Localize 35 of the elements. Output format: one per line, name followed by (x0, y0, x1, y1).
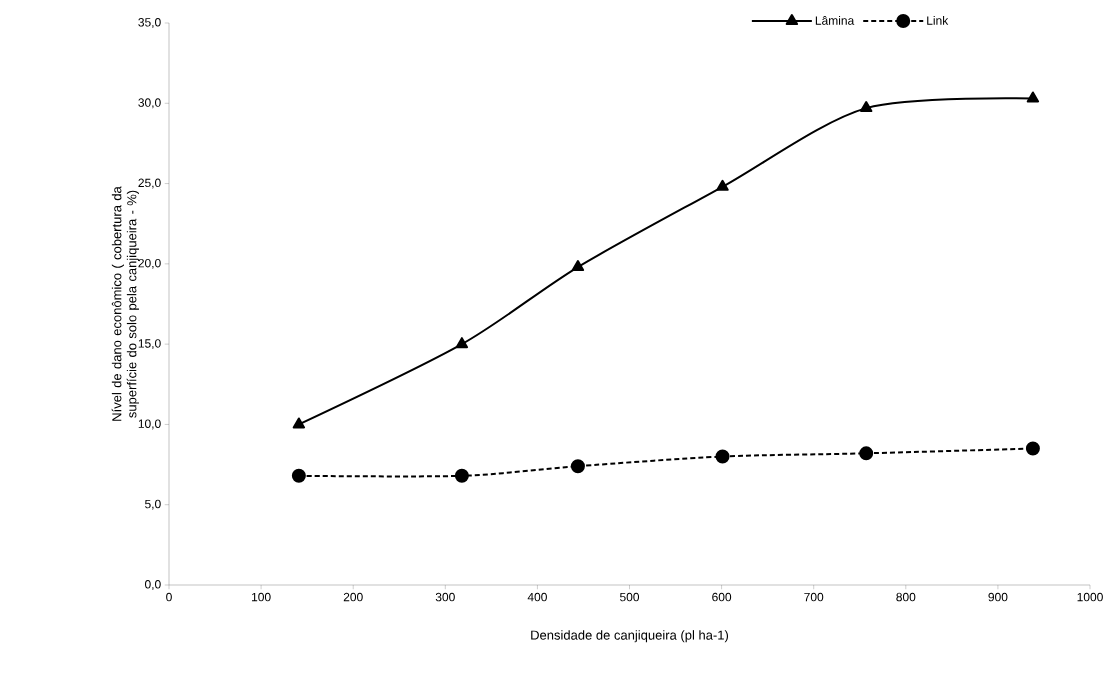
point (1026, 91, 1040, 103)
point (715, 449, 730, 464)
x-tick-label: 100 (252, 592, 271, 602)
x-tick-label: 400 (527, 592, 547, 602)
point (292, 417, 306, 429)
x-tick-label: 800 (896, 592, 916, 602)
y-tick-label: 10,0 (138, 419, 161, 430)
y-tick-label: 5,0 (145, 499, 161, 510)
y-tick-label: 35,0 (138, 18, 161, 28)
point (860, 101, 873, 113)
point (571, 260, 585, 272)
x-tick-label: 300 (435, 592, 455, 602)
legend-label: Lâmina (815, 15, 855, 25)
point (859, 446, 874, 461)
point (1025, 441, 1040, 456)
x-tick-label: 700 (804, 592, 824, 602)
point (454, 468, 469, 483)
point (716, 179, 729, 191)
y-tick-label: 30,0 (138, 98, 161, 109)
x-tick-label: 0 (166, 592, 172, 602)
point (455, 337, 469, 349)
x-axis-title: Densidade de canjiqueira (pl ha-1) (531, 630, 729, 643)
y-tick-label: 25,0 (138, 178, 161, 189)
x-tick-label: 1000 (1077, 592, 1103, 602)
point (291, 468, 306, 483)
point (570, 459, 585, 474)
y-axis-title: Nível de dano econômico ( cobertura da superfície do solo pela canjiqueira - %) (111, 186, 139, 421)
legend-label: Link (927, 15, 949, 25)
y-tick-label: 20,0 (138, 258, 161, 269)
x-tick-label: 500 (619, 592, 640, 602)
x-tick-label: 600 (712, 592, 732, 602)
y-tick-label: 15,0 (138, 339, 161, 350)
x-tick-label: 900 (988, 592, 1008, 602)
x-tick-label: 200 (343, 592, 363, 602)
y-tick-label: 0,0 (144, 580, 161, 590)
